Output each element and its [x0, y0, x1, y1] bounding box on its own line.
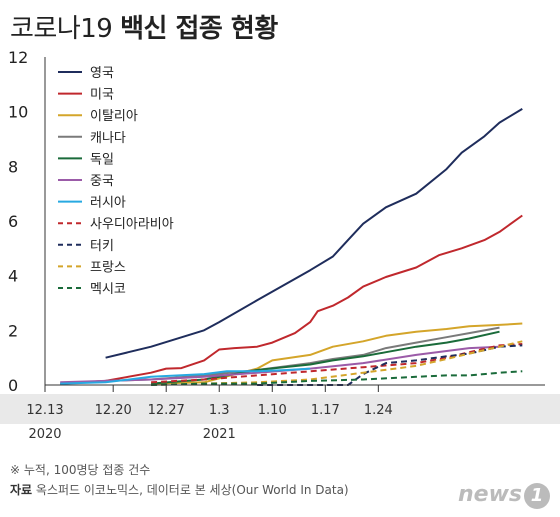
logo-text: news: [457, 482, 522, 507]
series-line: [105, 108, 523, 359]
legend-label: 캐나다: [90, 131, 126, 146]
y-tick-label: 8: [8, 157, 18, 176]
title-light: 코로나19: [10, 14, 113, 44]
y-tick-label: 2: [8, 321, 18, 340]
x-tick-label: 1.10: [258, 403, 287, 418]
source-label: 자료: [10, 483, 33, 497]
x-tick-label: 12.27: [148, 403, 185, 418]
series-line: [151, 370, 523, 386]
legend-label: 프랑스: [90, 260, 126, 275]
series-line: [60, 214, 523, 385]
y-tick-label: 12: [8, 48, 28, 67]
x-axis-band: [0, 394, 560, 424]
logo-badge: 1: [524, 483, 550, 509]
legend-label: 러시아: [90, 196, 126, 211]
x-tick-label: 12.20: [95, 403, 132, 418]
line-chart: 0 2 4 6 8 10 12 12.13 12.20 12.27 1.3 1.10 1.17 1.24…: [0, 48, 560, 442]
year-label: 2021: [203, 427, 236, 442]
legend-label: 중국: [90, 174, 114, 189]
title-bold: 백신 접종 현황: [120, 14, 278, 44]
x-tick-label: 1.24: [364, 403, 393, 418]
footer-notes: ※ 누적, 100명당 접종 건수 자료 옥스퍼드 이코노믹스, 데이터로 본 …: [10, 460, 349, 500]
series-line: [151, 322, 523, 385]
series-line: [60, 367, 311, 385]
legend-label: 멕시코: [90, 282, 126, 297]
legend-label: 영국: [90, 66, 114, 81]
news1-logo: news 1: [458, 482, 550, 509]
legend-label: 미국: [90, 88, 114, 103]
chart-title: 코로나19 백신 접종 현황: [10, 8, 278, 45]
y-tick-label: 4: [8, 267, 18, 286]
x-tick-label: 1.3: [209, 403, 230, 418]
year-label: 2020: [28, 427, 61, 442]
x-tick-label: 12.13: [26, 403, 63, 418]
legend-label: 이탈리아: [90, 109, 138, 124]
y-tick-label: 10: [8, 103, 28, 122]
footnote: ※ 누적, 100명당 접종 건수: [10, 463, 151, 477]
source-text: 옥스퍼드 이코노믹스, 데이터로 본 세상(Our World In Data): [35, 483, 349, 497]
source-line: 자료 옥스퍼드 이코노믹스, 데이터로 본 세상(Our World In Da…: [10, 480, 349, 500]
y-tick-label: 6: [8, 212, 18, 231]
legend-label: 터키: [90, 239, 114, 254]
legend-label: 사우디아라비아: [90, 217, 174, 232]
legend-label: 독일: [90, 152, 114, 167]
y-tick-label: 0: [8, 376, 18, 395]
x-tick-label: 1.17: [311, 403, 340, 418]
series-line: [151, 343, 523, 384]
